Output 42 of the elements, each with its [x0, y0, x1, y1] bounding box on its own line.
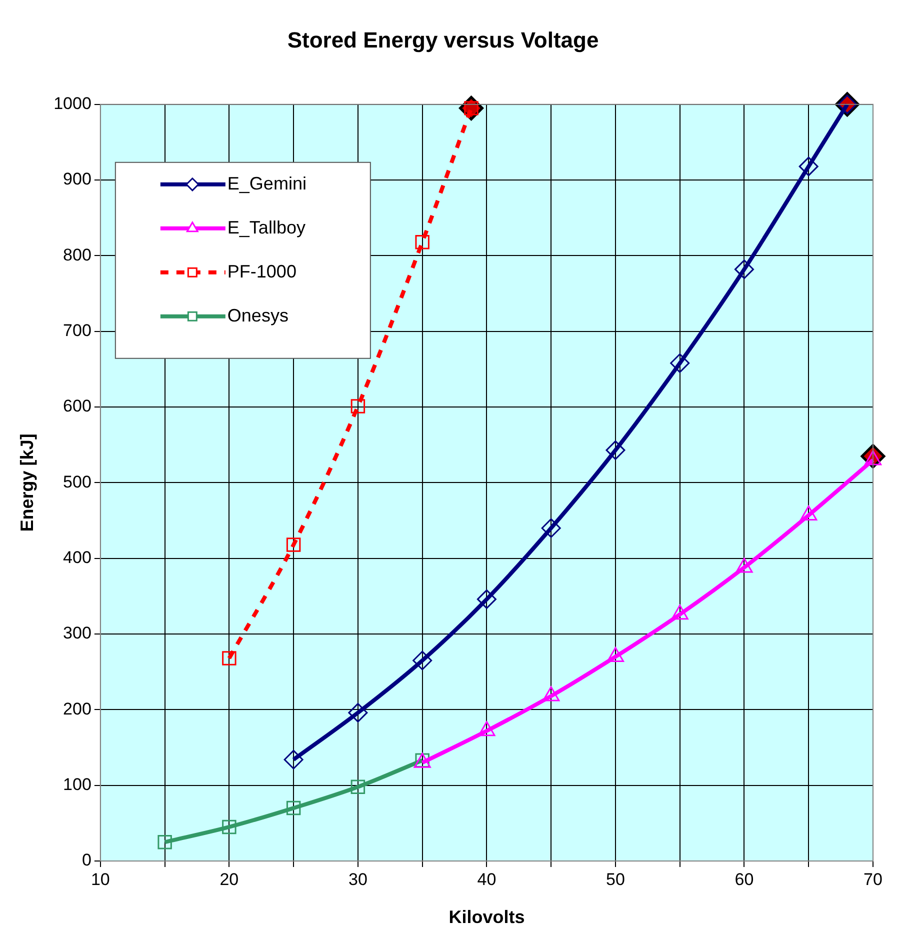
legend-label: Onesys — [227, 305, 288, 326]
x-tick-label: 60 — [734, 870, 754, 889]
x-tick-label: 50 — [606, 870, 625, 889]
legend-label: PF-1000 — [227, 261, 296, 282]
x-tick-label: 30 — [348, 870, 368, 889]
point — [350, 399, 366, 414]
point — [412, 650, 432, 670]
point — [222, 651, 236, 666]
point — [286, 538, 301, 552]
point — [286, 800, 301, 816]
point — [476, 589, 496, 609]
y-tick-label: 200 — [63, 699, 92, 718]
point — [415, 234, 430, 250]
point — [284, 750, 304, 770]
point — [798, 156, 818, 176]
y-tick-label: 900 — [63, 170, 92, 189]
y-tick-label: 600 — [63, 396, 92, 416]
point — [606, 440, 626, 460]
y-tick-label: 0 — [82, 850, 92, 870]
legend-label: E_Tallboy — [227, 217, 306, 238]
y-tick-label: 700 — [63, 321, 92, 340]
chart-title: Stored Energy versus Voltage — [287, 27, 599, 52]
x-tick-label: 20 — [220, 870, 239, 889]
point — [670, 353, 690, 373]
y-tick-label: 1000 — [54, 94, 92, 114]
point — [541, 518, 561, 538]
y-tick-label: 500 — [63, 472, 92, 492]
y-tick-label: 300 — [63, 624, 92, 643]
x-tick-label: 10 — [90, 870, 110, 889]
point — [158, 834, 172, 850]
x-axis-title: Kilovolts — [448, 907, 525, 928]
legend-label: E_Gemini — [227, 173, 306, 194]
y-tick-label: 800 — [63, 245, 92, 264]
point — [350, 780, 366, 794]
point — [348, 702, 368, 722]
x-tick-label: 70 — [864, 870, 882, 889]
y-tick-label: 100 — [63, 775, 92, 794]
y-tick-label: 400 — [63, 548, 92, 568]
point — [734, 260, 754, 280]
point — [222, 820, 236, 834]
x-tick-label: 40 — [477, 870, 496, 889]
y-axis-title: Energy [kJ] — [16, 434, 37, 532]
